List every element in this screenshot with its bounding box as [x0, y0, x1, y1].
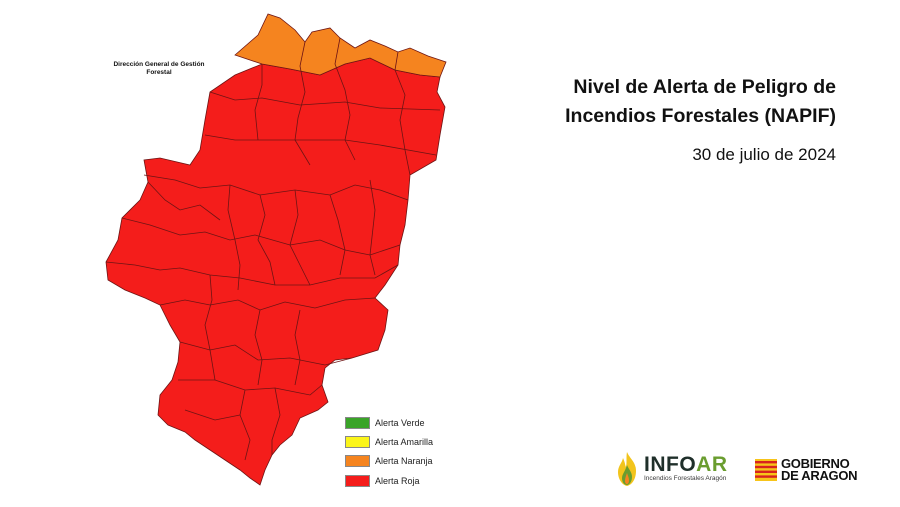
legend: Alerta Verde Alerta Amarilla Alerta Nara… [345, 413, 433, 490]
legend-item-roja: Alerta Roja [345, 471, 433, 490]
aragon-flag-icon [755, 459, 777, 481]
legend-label-roja: Alerta Roja [375, 475, 420, 486]
organization-label: Dirección General de Gestión Forestal [113, 61, 205, 76]
legend-swatch-amarilla [345, 435, 370, 448]
comarca-boundaries [105, 37, 441, 461]
legend-label-amarilla: Alerta Amarilla [375, 436, 434, 447]
legend-swatch-roja [345, 474, 370, 487]
legend-item-amarilla: Alerta Amarilla [345, 432, 433, 451]
infoar-name: INFOAR [644, 453, 728, 476]
legend-swatch-naranja [345, 455, 370, 468]
legend-swatch-verde [345, 416, 370, 429]
infoar-name-part2: AR [696, 453, 728, 476]
flame-icon [618, 452, 636, 486]
title-line-1: Nivel de Alerta de Peligro de [573, 76, 836, 98]
legend-label-verde: Alerta Verde [375, 417, 425, 428]
legend-label-naranja: Alerta Naranja [375, 456, 433, 467]
map-region-red [105, 57, 446, 486]
gobierno-line-1: GOBIERNO [781, 456, 850, 471]
legend-item-verde: Alerta Verde [345, 413, 433, 432]
gobierno-line-2: DE ARAGON [781, 468, 858, 483]
gobierno-aragon-logo: GOBIERNO DE ARAGON [755, 456, 858, 483]
infoar-subtitle: Incendios Forestales Aragón [644, 475, 727, 482]
infoar-name-part1: INFO [644, 453, 697, 476]
infoar-logo: INFOAR Incendios Forestales Aragón [614, 451, 728, 487]
alert-date: 30 de julio de 2024 [692, 145, 836, 164]
title-line-2: Incendios Forestales (NAPIF) [565, 105, 836, 127]
page-title: Nivel de Alerta de Peligro de Incendios … [565, 73, 836, 131]
legend-item-naranja: Alerta Naranja [345, 452, 433, 471]
